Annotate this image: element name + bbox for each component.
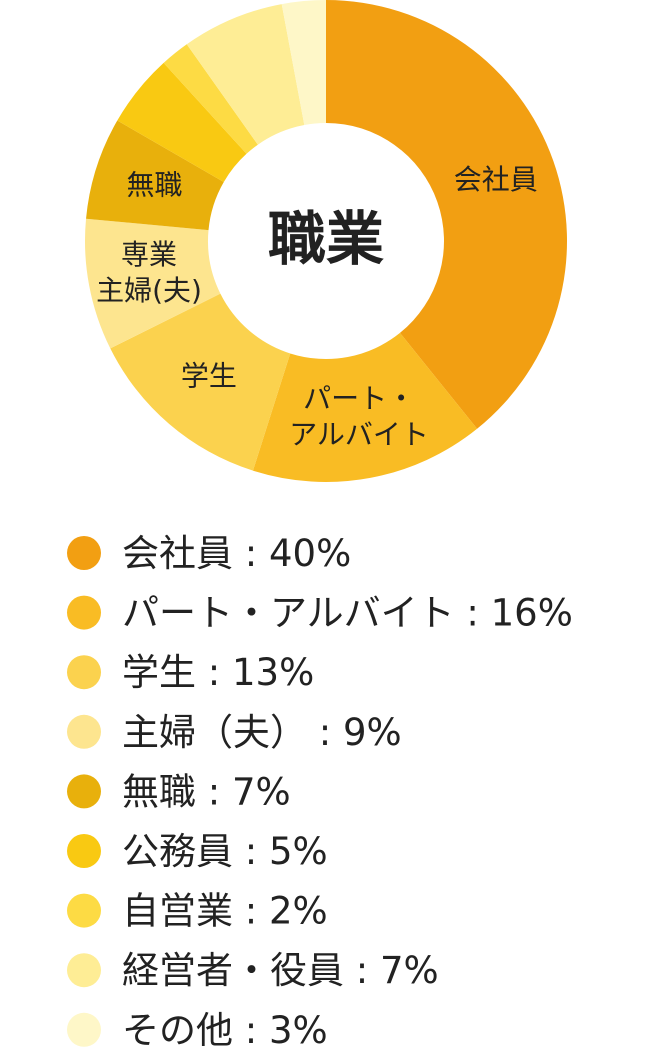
slice <box>326 0 567 429</box>
legend-entry: 会社員 : 40% <box>122 532 351 575</box>
legend-swatch <box>67 536 101 570</box>
slice <box>85 218 221 349</box>
legend-swatch <box>67 953 101 988</box>
legend-category: パート・アルバイト <box>122 591 455 634</box>
slice <box>86 120 224 231</box>
slice-label-line: 学生 <box>181 360 237 393</box>
legend-value: 3% <box>269 1008 328 1051</box>
legend-swatch <box>67 714 101 749</box>
legend-entry: パート・アルバイト : 16% <box>122 591 573 634</box>
legend-entry: 主婦（夫） : 9% <box>122 710 402 753</box>
slice-label: 会社員 <box>454 163 538 196</box>
legend-separator: : <box>344 949 380 992</box>
legend-separator: : <box>233 889 269 932</box>
legend-separator: : <box>455 591 491 634</box>
slice-label: パート・アルバイト <box>289 382 429 451</box>
legend-entry: 無職 : 7% <box>122 770 291 813</box>
legend-category: 自営業 <box>122 889 233 932</box>
slice-label: 無職 <box>126 168 182 201</box>
slice-label-line: パート・ <box>303 382 415 415</box>
legend-swatch <box>67 774 101 809</box>
legend-value: 5% <box>269 830 328 873</box>
legend-entry: 経営者・役員 : 7% <box>122 949 439 992</box>
legend-separator: : <box>233 532 269 575</box>
legend-category: 公務員 <box>122 830 233 873</box>
legend-separator: : <box>233 830 269 873</box>
legend-swatch <box>67 834 101 868</box>
legend-category: 経営者・役員 <box>122 949 344 992</box>
slice <box>110 293 291 471</box>
slice-label: 学生 <box>181 360 237 393</box>
legend-value: 7% <box>380 949 439 992</box>
slice <box>252 332 478 482</box>
legend-entry: 自営業 : 2% <box>122 889 328 932</box>
legend-entry: 公務員 : 5% <box>122 830 328 873</box>
legend-value: 16% <box>491 591 573 634</box>
legend-category: 会社員 <box>122 532 233 575</box>
legend-swatch <box>67 595 101 630</box>
slice <box>186 4 305 145</box>
legend-value: 9% <box>343 710 402 753</box>
slice-label-line: 会社員 <box>454 163 538 196</box>
slice-label: 専業主婦(夫) <box>96 238 202 307</box>
legend-swatch <box>67 1012 101 1047</box>
slice-label-line: 主婦(夫) <box>96 274 202 307</box>
slice-label-line: 専業 <box>121 238 177 271</box>
legend-swatch <box>67 893 101 928</box>
slice <box>117 62 247 182</box>
legend-category: その他 <box>122 1008 233 1051</box>
legend-separator: : <box>233 1008 269 1051</box>
legend-category: 学生 <box>122 651 196 694</box>
legend-value: 7% <box>232 770 291 813</box>
legend-category: 無職 <box>122 770 196 813</box>
center-label: 職業 <box>268 205 384 273</box>
slice <box>163 44 258 154</box>
slice-label-line: アルバイト <box>289 418 429 451</box>
legend-separator: : <box>307 710 343 753</box>
slice-label-line: 無職 <box>126 168 182 201</box>
legend-value: 40% <box>269 532 351 575</box>
legend-value: 2% <box>269 889 328 932</box>
legend-entry: 学生 : 13% <box>122 651 314 694</box>
legend-separator: : <box>196 651 232 694</box>
legend-category: 主婦（夫） <box>122 710 307 753</box>
slice <box>281 0 326 126</box>
legend-entry: その他 : 3% <box>122 1008 328 1051</box>
legend-separator: : <box>196 770 232 813</box>
legend-value: 13% <box>232 651 314 694</box>
legend-swatch <box>67 655 101 690</box>
